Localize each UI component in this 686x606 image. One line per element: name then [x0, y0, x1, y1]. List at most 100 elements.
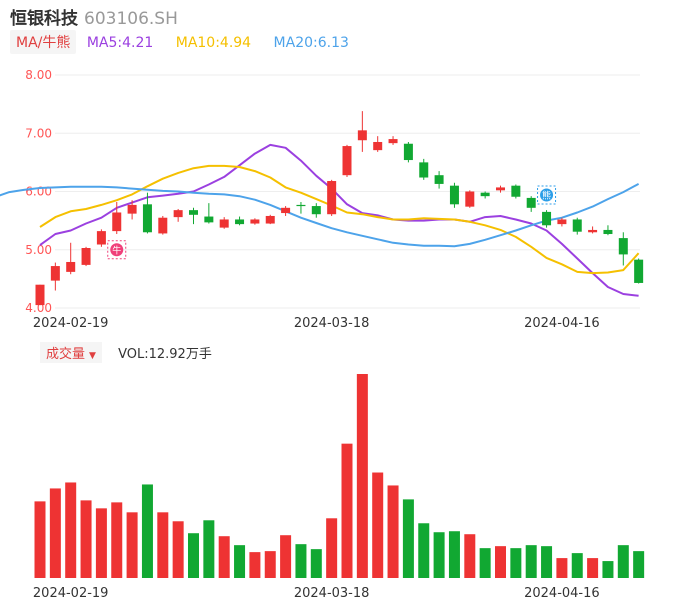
x-tick-label-1: 2024-03-18	[294, 316, 370, 331]
candle-8	[158, 215, 168, 235]
volume-bar-0	[34, 501, 46, 578]
bull-marker-icon-badge	[110, 243, 124, 257]
candle-body-12	[219, 219, 229, 228]
volume-bar-2	[65, 482, 77, 578]
volume-bar-28	[464, 534, 476, 578]
bear-marker-icon-frame	[537, 185, 557, 205]
candle-24	[403, 141, 413, 163]
candle-39	[634, 258, 644, 284]
volume-bar-22	[372, 472, 384, 578]
candle-18	[311, 203, 321, 218]
candle-32	[526, 196, 536, 212]
candle-body-8	[158, 217, 168, 234]
volume-legend: 成交量 ▼ VOL:12.92万手	[40, 342, 212, 363]
candle-body-38	[618, 238, 628, 255]
candle-body-4	[96, 231, 106, 245]
candle-21	[357, 111, 367, 152]
candle-body-39	[634, 259, 644, 283]
candle-body-25	[419, 162, 429, 178]
candle-25	[419, 158, 429, 180]
candle-28	[465, 190, 475, 208]
volume-bar-24	[402, 499, 414, 578]
volume-bar-27	[448, 531, 460, 578]
candle-body-9	[173, 210, 183, 218]
volume-bar-10	[188, 533, 199, 578]
volume-bar-14	[249, 552, 261, 578]
volume-bar-26	[433, 532, 445, 578]
candle-body-17	[296, 204, 306, 207]
volume-bar-15	[264, 551, 276, 578]
candle-body-11	[204, 216, 214, 223]
volume-bar-4	[95, 508, 107, 578]
candle-4	[96, 229, 106, 247]
candle-7	[142, 192, 152, 234]
volume-bar-7	[141, 484, 153, 578]
volume-bar-16	[280, 535, 292, 578]
x-tick-label-0: 2024-02-19	[33, 316, 109, 331]
volume-bar-12	[218, 536, 230, 578]
volume-bar-35	[571, 553, 583, 578]
candle-19	[327, 179, 337, 216]
volume-selector-button[interactable]: 成交量 ▼	[40, 342, 102, 363]
y-tick-label-4: 4.00	[25, 301, 52, 315]
y-tick-label-2: 6.00	[25, 185, 52, 199]
volume-x-tick-label-2: 2024-04-16	[524, 586, 600, 601]
candle-body-20	[342, 146, 352, 176]
stock-code: 603106.SH	[84, 9, 178, 29]
candle-body-37	[603, 229, 613, 235]
candle-2	[66, 242, 76, 275]
candle-body-0	[35, 284, 45, 306]
volume-selector-label: 成交量	[46, 347, 86, 362]
candle-body-19	[327, 181, 337, 215]
ma5-line	[39, 143, 639, 297]
ma20-label: MA20:6.13	[273, 35, 349, 51]
candle-20	[342, 144, 352, 177]
bull-marker-icon-glyph: 牛	[112, 244, 121, 256]
candle-body-26	[434, 175, 444, 184]
candle-body-13	[235, 219, 245, 225]
volume-bar-23	[387, 485, 399, 578]
candle-body-22	[373, 141, 383, 151]
candle-35	[572, 217, 582, 235]
volume-bar-18	[310, 549, 322, 578]
candle-body-29	[480, 192, 490, 197]
candle-3	[81, 246, 91, 267]
ma10-label: MA10:4.94	[175, 35, 252, 51]
volume-bar-5	[111, 502, 123, 578]
candle-30	[496, 185, 505, 193]
candle-body-10	[189, 210, 198, 215]
candle-31	[511, 184, 521, 199]
volume-x-tick-label-0: 2024-02-19	[33, 586, 109, 601]
candle-23	[388, 136, 398, 145]
volume-bar-6	[126, 512, 138, 578]
volume-bar-17	[295, 544, 307, 578]
candle-37	[603, 225, 613, 236]
candle-body-35	[572, 219, 582, 232]
volume-bar-38	[617, 545, 629, 578]
volume-bar-34	[556, 558, 568, 578]
candle-body-27	[449, 185, 459, 205]
candle-body-34	[557, 219, 567, 225]
candle-22	[373, 136, 383, 152]
volume-bar-21	[356, 374, 368, 578]
volume-bar-19	[326, 518, 338, 578]
ma-selector-button[interactable]: MA/牛熊	[10, 30, 77, 54]
volume-bar-31	[510, 548, 522, 578]
ma20-line	[0, 183, 640, 248]
volume-bar-30	[495, 546, 506, 578]
y-tick-label-3: 5.00	[25, 243, 52, 257]
bear-marker-icon-badge	[540, 188, 554, 202]
volume-bar-25	[418, 523, 430, 578]
ma10-line	[39, 164, 640, 275]
volume-bar-13	[234, 545, 246, 578]
candle-body-36	[588, 229, 598, 233]
bear-marker-icon-glyph: 熊	[542, 189, 551, 201]
candle-14	[250, 218, 260, 225]
volume-bar-20	[341, 443, 353, 578]
candle-9	[173, 208, 183, 222]
volume-bar-3	[80, 500, 92, 578]
volume-bar-33	[541, 546, 553, 578]
candle-body-18	[311, 206, 321, 215]
candle-16	[281, 206, 291, 216]
